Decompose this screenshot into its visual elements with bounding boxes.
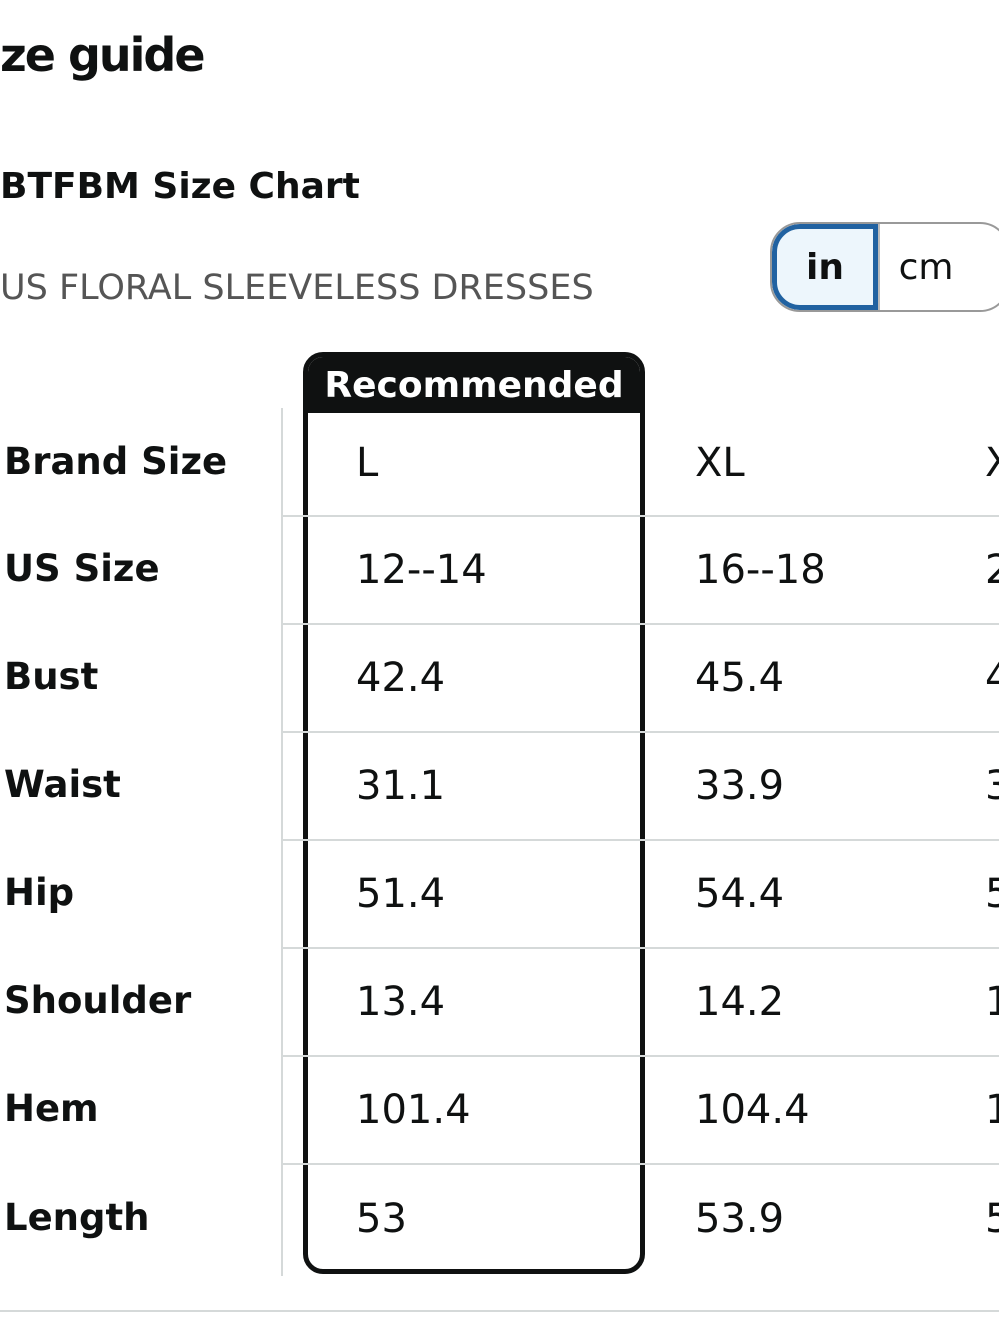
cell-shoulder-xl: 14.2 <box>695 979 785 1025</box>
unit-toggle: in cm <box>770 222 999 312</box>
row-divider <box>283 731 999 733</box>
product-category: US FLORAL SLEEVELESS DRESSES <box>0 268 594 308</box>
row-label-hip: Hip <box>4 871 75 914</box>
cell-waist-xl: 33.9 <box>695 763 785 809</box>
unit-inches-button[interactable]: in <box>772 224 878 310</box>
cell-hem-next: 1 <box>985 1087 999 1133</box>
section-divider <box>0 1310 999 1312</box>
row-label-us-size: US Size <box>4 547 160 590</box>
cell-bust-next: 4 <box>985 655 999 701</box>
cell-us-size-xl: 16--18 <box>695 547 826 593</box>
row-divider <box>283 515 999 517</box>
recommended-size-column: Recommended <box>303 352 645 1274</box>
row-label-brand-size: Brand Size <box>4 440 228 483</box>
row-divider <box>283 1055 999 1057</box>
row-label-shoulder: Shoulder <box>4 979 192 1022</box>
row-label-bust: Bust <box>4 655 99 698</box>
row-divider <box>283 623 999 625</box>
cell-length-l: 53 <box>356 1196 407 1242</box>
cell-hem-l: 101.4 <box>356 1087 471 1133</box>
cell-us-size-next: 2 <box>985 547 999 593</box>
row-divider <box>283 1163 999 1165</box>
cell-hip-xl: 54.4 <box>695 871 785 917</box>
unit-centimeters-button[interactable]: cm <box>878 224 984 310</box>
row-label-length: Length <box>4 1196 150 1239</box>
recommended-badge: Recommended <box>308 357 640 413</box>
cell-length-next: 5 <box>985 1196 999 1242</box>
cell-bust-xl: 45.4 <box>695 655 785 701</box>
cell-hip-next: 5 <box>985 871 999 917</box>
cell-hem-xl: 104.4 <box>695 1087 810 1133</box>
row-divider <box>283 839 999 841</box>
cell-bust-l: 42.4 <box>356 655 446 701</box>
cell-shoulder-next: 1 <box>985 979 999 1025</box>
cell-hip-l: 51.4 <box>356 871 446 917</box>
page-title: ze guide <box>0 28 206 82</box>
cell-waist-l: 31.1 <box>356 763 446 809</box>
row-label-waist: Waist <box>4 763 121 806</box>
label-column-divider <box>281 408 283 1276</box>
cell-brand-size-next: X <box>985 440 999 486</box>
cell-shoulder-l: 13.4 <box>356 979 446 1025</box>
cell-waist-next: 3 <box>985 763 999 809</box>
row-label-hem: Hem <box>4 1087 99 1130</box>
cell-length-xl: 53.9 <box>695 1196 785 1242</box>
cell-brand-size-xl: XL <box>695 440 745 486</box>
cell-brand-size-l: L <box>356 440 379 486</box>
row-divider <box>283 947 999 949</box>
size-chart-name: BTFBM Size Chart <box>0 166 360 207</box>
cell-us-size-l: 12--14 <box>356 547 487 593</box>
